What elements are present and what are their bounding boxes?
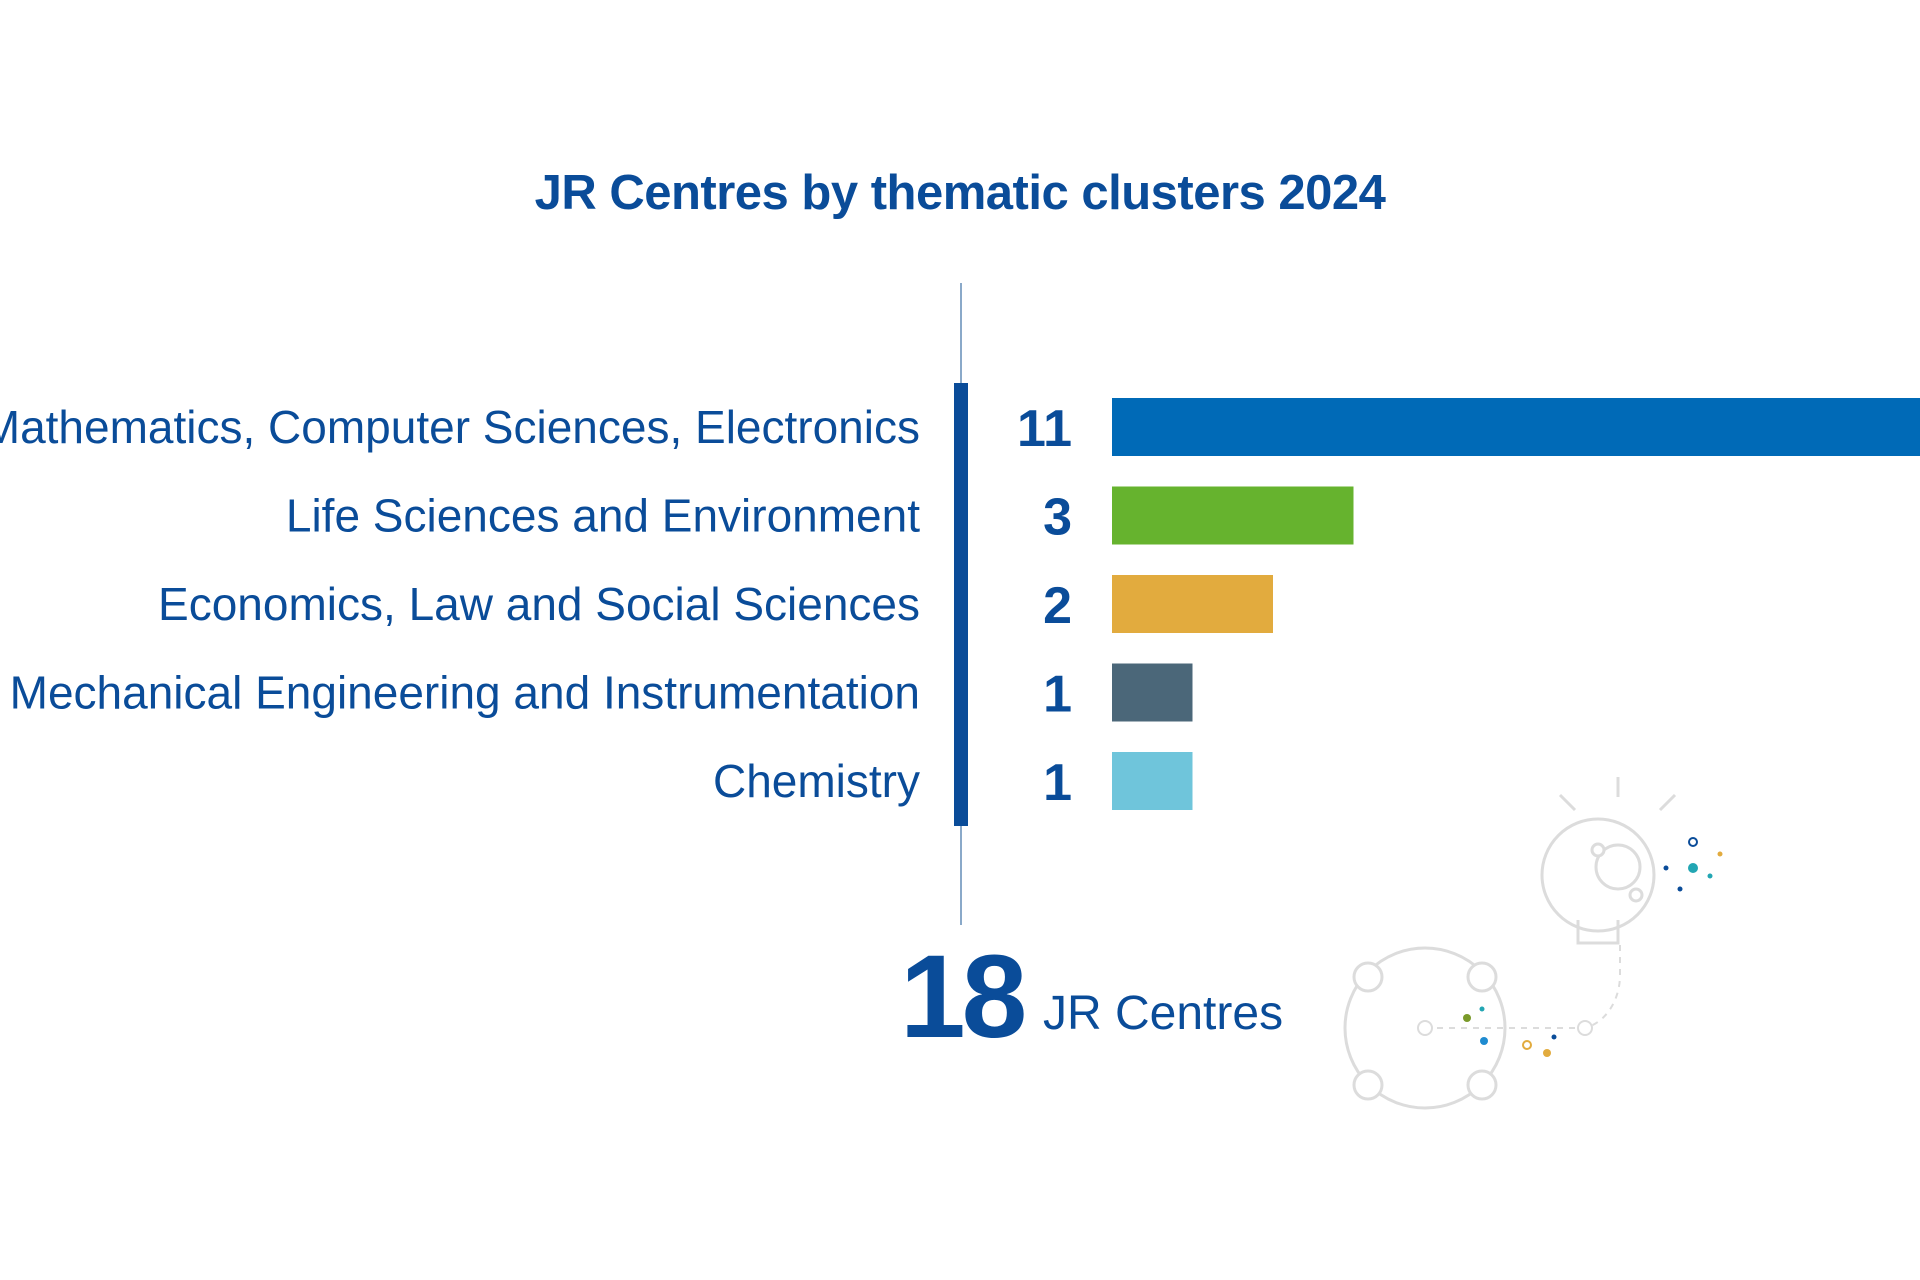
value-label: 1	[1043, 754, 1072, 812]
total-label: JR Centres	[1043, 987, 1284, 1040]
value-label: 3	[1043, 489, 1072, 547]
bar-5	[1112, 752, 1193, 810]
category-label: Life Sciences and Environment	[286, 490, 920, 542]
lightbulb-network-icon	[1343, 777, 1723, 1110]
axis-bar	[954, 383, 968, 826]
total-value: 18	[900, 931, 1027, 1063]
category-label: Economics, Law and Social Sciences	[158, 578, 920, 630]
chart-title: JR Centres by thematic clusters 2024	[534, 166, 1386, 220]
category-label: Chemistry	[713, 755, 920, 807]
bar-1	[1112, 398, 1920, 456]
category-label: Mechanical Engineering and Instrumentati…	[10, 667, 920, 719]
bar-2	[1112, 486, 1354, 545]
value-label: 1	[1043, 666, 1072, 724]
category-label: Mathematics, Computer Sciences, Electron…	[0, 401, 920, 453]
bar-3	[1112, 575, 1273, 633]
bar-4	[1112, 663, 1193, 722]
value-label: 2	[1043, 577, 1072, 635]
bars-group: Mathematics, Computer Sciences, Electron…	[0, 398, 1920, 812]
value-label: 11	[1017, 400, 1072, 458]
